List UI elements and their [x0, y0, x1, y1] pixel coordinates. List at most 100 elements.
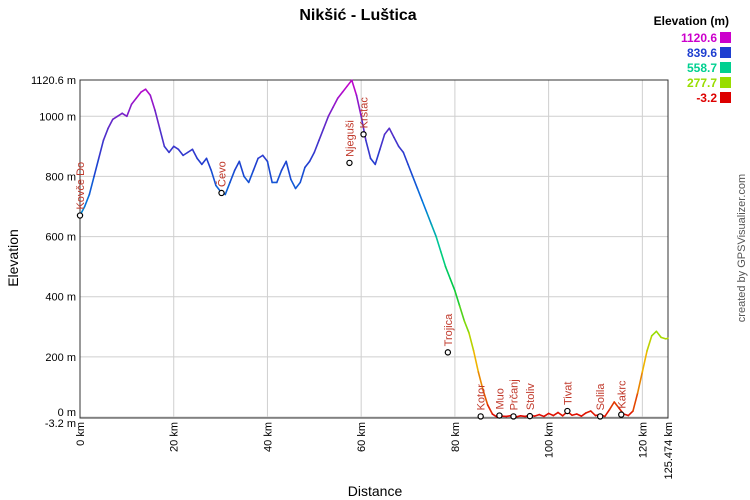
profile-segment — [332, 97, 339, 109]
y-tick-label: 1120.6 m — [31, 75, 76, 87]
profile-segment — [416, 187, 423, 202]
profile-segment — [205, 157, 213, 172]
legend-swatch — [720, 62, 731, 73]
profile-segment — [613, 401, 620, 409]
profile-segment — [313, 139, 320, 154]
profile-segment — [341, 85, 348, 94]
x-axis-ticks: 0 km 20 km 40 km 60 km 80 km 100 km 120 km 125.… — [75, 422, 675, 479]
waypoint-label: Njeguši — [344, 120, 356, 157]
profile-segment — [355, 94, 362, 118]
profile-segment — [163, 145, 170, 154]
waypoint-label: Muo — [494, 388, 506, 409]
profile-segment — [247, 169, 255, 184]
y-axis-label: Elevation — [5, 229, 21, 287]
waypoint-label: Stoliv — [525, 383, 537, 410]
profile-segment — [655, 330, 662, 339]
waypoint-label: Tivat — [562, 382, 574, 405]
elevation-profile-line — [79, 79, 669, 418]
legend-label: 839.6 — [687, 46, 717, 60]
profile-segment — [589, 410, 597, 417]
profile-segment — [168, 145, 175, 154]
profile-segment — [238, 160, 245, 178]
legend-swatch — [720, 92, 731, 103]
profile-segment — [407, 163, 414, 178]
x-tick-label: 40 km — [262, 422, 274, 452]
profile-segment — [641, 350, 648, 373]
profile-segment — [575, 413, 583, 417]
profile-segment — [135, 91, 142, 100]
y-tick-label: -3.2 m — [45, 418, 76, 430]
waypoint-marker — [346, 159, 353, 167]
profile-segment — [177, 148, 184, 157]
profile-segment — [552, 411, 559, 417]
profile-segment — [449, 277, 456, 292]
profile-segment — [458, 304, 466, 322]
profile-segment — [604, 408, 611, 418]
waypoint-label: Čevo — [216, 161, 229, 187]
profile-segment — [421, 199, 428, 214]
profile-segment — [102, 127, 109, 142]
waypoint-marker — [564, 407, 571, 415]
profile-segment — [454, 289, 461, 307]
profile-segment — [83, 193, 91, 208]
legend-swatch — [720, 32, 731, 43]
profile-segment — [472, 350, 480, 373]
waypoint-marker — [510, 413, 517, 420]
waypoint-label: Solila — [595, 383, 607, 411]
profile-segment — [388, 127, 395, 139]
y-tick-label: 400 m — [45, 292, 76, 304]
profile-segment — [88, 175, 95, 196]
profile-segment — [444, 265, 452, 280]
profile-segment — [97, 139, 105, 160]
waypoint-marker — [526, 412, 534, 420]
profile-segment — [440, 250, 447, 268]
profile-segment — [327, 106, 334, 118]
profile-segment — [252, 157, 259, 172]
profile-segment — [486, 404, 494, 415]
profile-segment — [664, 337, 669, 340]
x-tick-label: 125.474 km — [663, 422, 675, 479]
profile-segment — [308, 151, 316, 163]
profile-segment — [280, 160, 287, 172]
legend-label: 277.7 — [687, 76, 717, 90]
profile-segment — [580, 412, 587, 417]
profile-segment — [646, 335, 653, 352]
profile-segment — [435, 235, 442, 253]
waypoint-label: Kovče Do — [75, 162, 87, 210]
profile-segment — [482, 389, 489, 406]
profile-segment — [627, 410, 634, 417]
waypoint-label: Prčanj — [508, 379, 520, 410]
profile-segment — [351, 79, 358, 97]
profile-segment — [107, 118, 114, 130]
profile-segment — [121, 112, 128, 118]
profile-segment — [411, 175, 419, 190]
profile-segment — [304, 160, 311, 169]
profile-segment — [571, 413, 578, 417]
y-axis-ticks: -3.2 m0 m 200 m 400 m 600 m 800 m 1000 m 1120.… — [31, 75, 76, 430]
profile-segment — [650, 330, 658, 337]
profile-segment — [468, 332, 475, 352]
waypoint-label: Kotor — [476, 384, 488, 411]
x-axis-label: Distance — [348, 483, 403, 499]
profile-segment — [112, 115, 119, 121]
profile-segment — [93, 157, 100, 178]
waypoint-marker — [596, 413, 604, 420]
profile-segment — [172, 145, 180, 151]
waypoint-marker — [218, 189, 225, 197]
profile-segment — [397, 145, 405, 154]
waypoint-marker — [496, 412, 503, 419]
grid-lines — [79, 79, 669, 419]
profile-segment — [463, 319, 470, 334]
profile-segment — [402, 151, 409, 166]
profile-segment — [201, 157, 208, 166]
profile-segment — [383, 127, 391, 136]
profile-segment — [660, 336, 667, 340]
profile-segment — [191, 148, 198, 160]
profile-segment — [318, 127, 325, 142]
profile-segment — [140, 88, 147, 94]
profile-segment — [346, 79, 353, 87]
profile-segment — [233, 160, 241, 172]
profile-segment — [290, 178, 297, 190]
